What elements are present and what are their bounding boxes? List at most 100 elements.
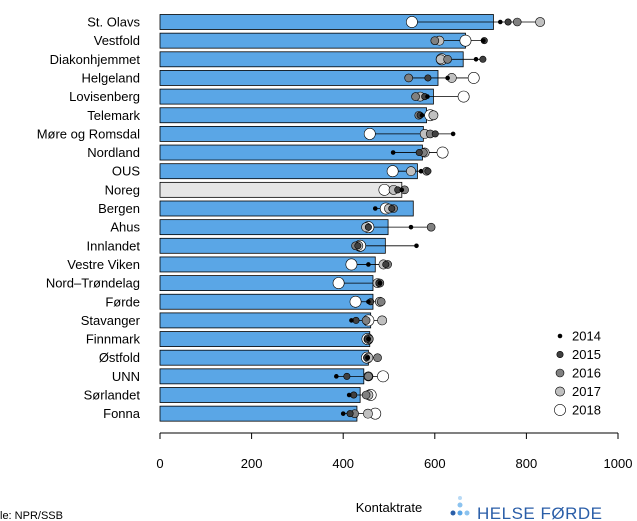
x-axis: 0 200 400 600 800 1000 xyxy=(156,432,633,471)
source-note: le: NPR/SSB xyxy=(0,510,63,521)
data-point-2017 xyxy=(406,166,416,177)
legend-marker-2015 xyxy=(556,350,564,358)
logo-dot xyxy=(458,496,462,500)
data-point-2018 xyxy=(345,258,358,271)
data-point-2014 xyxy=(366,262,371,267)
data-point-2014 xyxy=(366,336,371,342)
bar xyxy=(159,293,374,310)
category-label: St. Olavs xyxy=(87,15,140,30)
logo-dot xyxy=(457,510,463,516)
data-point-2015 xyxy=(343,372,351,380)
data-point-2016 xyxy=(512,17,522,27)
data-point-2014 xyxy=(445,75,450,81)
category-label: Førde xyxy=(105,294,140,309)
data-point-2018 xyxy=(457,90,470,103)
bar xyxy=(159,405,358,422)
data-point-2018 xyxy=(386,165,399,178)
x-tick-label: 1000 xyxy=(604,456,633,471)
legend-marker-2014 xyxy=(557,333,563,339)
x-tick-label: 600 xyxy=(424,456,446,471)
category-label: Stavanger xyxy=(81,313,141,328)
legend-label: 2018 xyxy=(572,403,601,418)
data-point-2017 xyxy=(377,315,388,326)
bar xyxy=(159,51,464,68)
data-point-2018 xyxy=(377,370,389,383)
data-point-2018 xyxy=(363,127,376,140)
data-point-2016 xyxy=(411,92,420,101)
category-label: Nord–Trøndelag xyxy=(46,276,140,291)
bar xyxy=(159,312,372,329)
data-point-2015 xyxy=(424,74,432,82)
data-point-2018 xyxy=(349,295,362,308)
legend-label: 2015 xyxy=(572,347,601,362)
category-label: Nordland xyxy=(87,145,140,160)
data-point-2016 xyxy=(361,390,371,400)
category-label: Finnmark xyxy=(86,332,141,347)
category-label: Bergen xyxy=(98,201,140,216)
category-label: Østfold xyxy=(99,350,140,365)
data-point-2016 xyxy=(361,316,371,325)
category-label: Helgeland xyxy=(81,70,140,85)
category-label: Noreg xyxy=(105,182,140,197)
data-point-2014 xyxy=(481,38,486,43)
bar xyxy=(159,107,427,124)
data-point-2017 xyxy=(363,408,373,419)
bars-group xyxy=(159,14,494,422)
data-point-2015 xyxy=(415,149,423,157)
data-point-2015 xyxy=(364,223,372,231)
category-label: Telemark xyxy=(87,108,140,123)
data-point-2017 xyxy=(428,110,439,121)
data-point-2014 xyxy=(425,94,430,99)
category-label: Innlandet xyxy=(87,238,141,253)
bar xyxy=(159,70,439,86)
data-point-2014 xyxy=(473,56,479,62)
data-point-2014 xyxy=(366,299,371,305)
data-point-2017 xyxy=(535,17,546,27)
bar xyxy=(159,181,403,198)
category-label: Lovisenberg xyxy=(69,89,140,104)
data-point-2014 xyxy=(419,112,425,118)
data-point-2014 xyxy=(414,243,419,249)
bar xyxy=(159,200,414,217)
data-point-2016 xyxy=(373,353,382,363)
category-label: Vestfold xyxy=(94,33,140,48)
data-point-2016 xyxy=(430,36,440,45)
data-point-2014 xyxy=(390,150,396,155)
category-label: Møre og Romsdal xyxy=(37,126,140,141)
bar xyxy=(159,368,365,385)
category-label: Sørlandet xyxy=(84,388,141,403)
legend-marker-2018 xyxy=(554,404,566,416)
bar xyxy=(159,349,369,366)
bar xyxy=(159,88,434,105)
data-point-2016 xyxy=(404,73,413,83)
x-axis-label: Kontaktrate xyxy=(356,500,423,515)
data-point-2015 xyxy=(479,55,487,63)
data-point-2014 xyxy=(372,206,378,211)
legend-label: 2014 xyxy=(572,329,601,344)
data-point-2018 xyxy=(459,34,472,47)
data-point-2016 xyxy=(426,222,436,232)
logo-dot xyxy=(464,510,470,516)
data-point-2014 xyxy=(408,224,414,230)
data-point-2015 xyxy=(431,130,439,138)
data-point-2015 xyxy=(346,410,354,418)
logo-text: HELSE FØRDE xyxy=(477,504,602,521)
data-point-2015 xyxy=(354,242,362,250)
data-point-2015 xyxy=(424,167,432,175)
data-point-2014 xyxy=(349,318,354,323)
bar xyxy=(159,32,466,49)
data-point-2018 xyxy=(467,72,480,84)
data-point-2014 xyxy=(497,19,503,25)
data-point-2015 xyxy=(382,260,390,268)
category-label: UNN xyxy=(112,369,140,384)
data-point-2014 xyxy=(346,392,352,398)
x-tick-label: 800 xyxy=(516,456,538,471)
category-label: Vestre Viken xyxy=(67,257,140,272)
data-point-2015 xyxy=(388,205,396,213)
data-point-2014 xyxy=(334,374,339,379)
logo-dot xyxy=(457,502,463,508)
category-label: Fonna xyxy=(103,406,141,421)
data-point-2015 xyxy=(350,391,358,399)
category-labels-group: St. Olavs Vestfold Diakonhjemmet Helgeland L… xyxy=(37,15,141,422)
